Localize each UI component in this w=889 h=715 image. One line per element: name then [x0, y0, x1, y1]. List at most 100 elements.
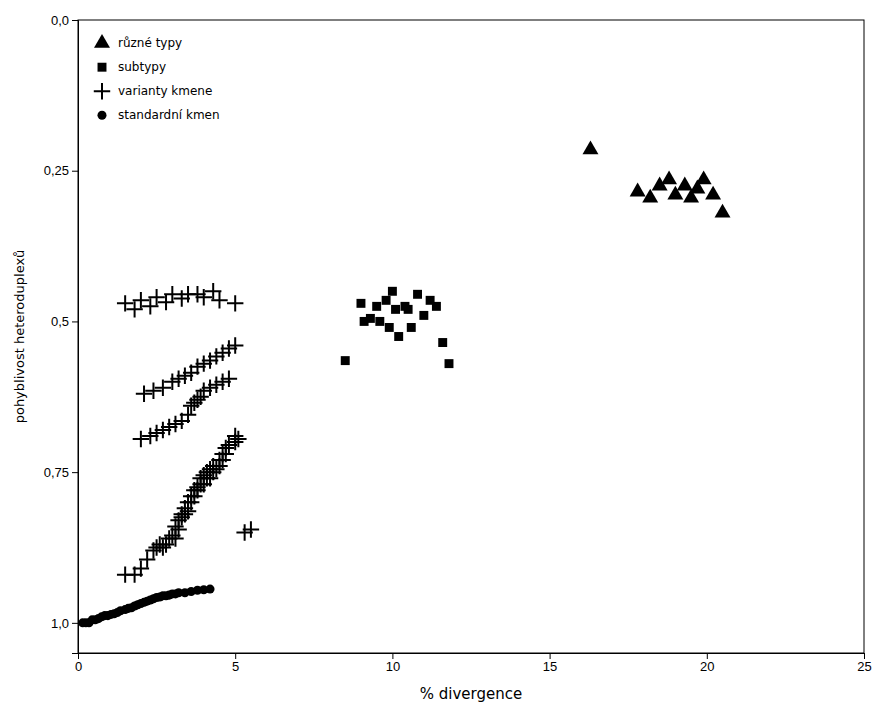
x-axis: 0 5 10 15 20 25 [75, 653, 872, 674]
point [385, 323, 394, 332]
legend-item: varianty kmene [94, 83, 213, 99]
point [243, 521, 259, 537]
legend-symbol [98, 63, 107, 72]
x-tick-label: 20 [700, 659, 714, 674]
x-axis-line [79, 654, 865, 660]
y-tick: 0,5 [51, 314, 78, 329]
point [583, 140, 599, 154]
y-tick: 0,75 [44, 465, 78, 480]
series-triangle [583, 140, 731, 217]
x-axis-title: % divergence [420, 685, 522, 703]
y-tick-label: 1,0 [51, 616, 69, 631]
point [382, 296, 391, 305]
point [375, 317, 384, 326]
point [206, 585, 215, 594]
point [227, 337, 243, 353]
legend-item: subtypy [98, 60, 166, 74]
point [438, 338, 447, 347]
point [221, 370, 237, 386]
point [705, 186, 721, 200]
y-tick-mark [72, 20, 78, 21]
legend-item: standardní kmen [97, 108, 219, 122]
x-tick-mark [550, 653, 551, 659]
point [445, 359, 454, 368]
point [407, 323, 416, 332]
point [227, 434, 243, 450]
x-tick-label: 0 [75, 659, 82, 674]
y-tick-mark [72, 623, 78, 624]
legend-label: různé typy [118, 36, 182, 50]
point [145, 383, 161, 399]
y-tick-mark [72, 472, 78, 473]
x-tick-label: 5 [232, 659, 239, 674]
point [356, 299, 365, 308]
point [696, 171, 712, 185]
x-tick-mark [392, 653, 393, 659]
point [205, 283, 221, 299]
x-tick-label: 25 [857, 659, 871, 674]
y-tick-label: 0,5 [51, 314, 69, 329]
y-tick-label: 0,25 [44, 163, 69, 178]
chart: 0 5 10 15 20 25 0,0 0,25 0,5 0,75 1,0 různé typy sub… [0, 0, 889, 715]
series-square [341, 287, 454, 368]
point [404, 305, 413, 314]
y-axis-title: pohyblivost heteroduplexů [12, 250, 27, 424]
y-tick-mark [72, 321, 78, 322]
point [661, 171, 677, 185]
point [391, 305, 400, 314]
y-axis: 0,0 0,25 0,5 0,75 1,0 [44, 13, 79, 654]
point [366, 314, 375, 323]
point [341, 356, 350, 365]
point [158, 294, 174, 310]
x-tick: 15 [543, 653, 557, 674]
legend-symbol [97, 111, 106, 120]
point [142, 298, 158, 314]
x-tick: 0 [75, 653, 82, 674]
plot: 0 5 10 15 20 25 0,0 0,25 0,5 0,75 1,0 různé typy sub… [44, 13, 872, 675]
series-circle [78, 585, 214, 628]
x-tick-mark [864, 653, 865, 659]
series-plus [117, 283, 259, 583]
legend-label: standardní kmen [118, 108, 220, 122]
point [180, 503, 196, 519]
legend-label: varianty kmene [118, 84, 212, 98]
point [394, 332, 403, 341]
legend: různé typy subtypy varianty kmene standardn… [94, 34, 220, 122]
plot-frame [78, 20, 864, 653]
point [677, 177, 693, 191]
y-tick-mark [72, 171, 78, 172]
y-tick: 0,0 [51, 13, 78, 28]
point [642, 189, 658, 203]
point [174, 290, 190, 306]
point [126, 301, 142, 317]
point [189, 286, 205, 302]
x-tick-label: 15 [543, 659, 557, 674]
y-axis-line [72, 21, 79, 654]
x-tick-mark [235, 653, 236, 659]
y-tick-label: 0,75 [44, 465, 69, 480]
y-tick-label: 0,0 [51, 13, 69, 28]
legend-symbol [94, 83, 110, 99]
point [715, 204, 731, 218]
legend-item: různé typy [94, 34, 182, 50]
point [372, 302, 381, 311]
point [230, 431, 246, 447]
point [388, 287, 397, 296]
point [630, 183, 646, 197]
point [432, 302, 441, 311]
point [136, 386, 152, 402]
point [227, 295, 243, 311]
y-tick: 1,0 [51, 616, 78, 631]
legend-symbol [94, 34, 110, 48]
point [413, 290, 422, 299]
point [419, 311, 428, 320]
x-tick-mark [707, 653, 708, 659]
y-tick: 0,25 [44, 163, 78, 178]
x-tick-label: 10 [386, 659, 400, 674]
legend-label: subtypy [118, 60, 166, 74]
x-tick: 25 [857, 653, 871, 674]
x-tick: 5 [232, 653, 239, 674]
x-tick: 20 [700, 653, 714, 674]
point [133, 431, 149, 447]
points [78, 140, 730, 627]
